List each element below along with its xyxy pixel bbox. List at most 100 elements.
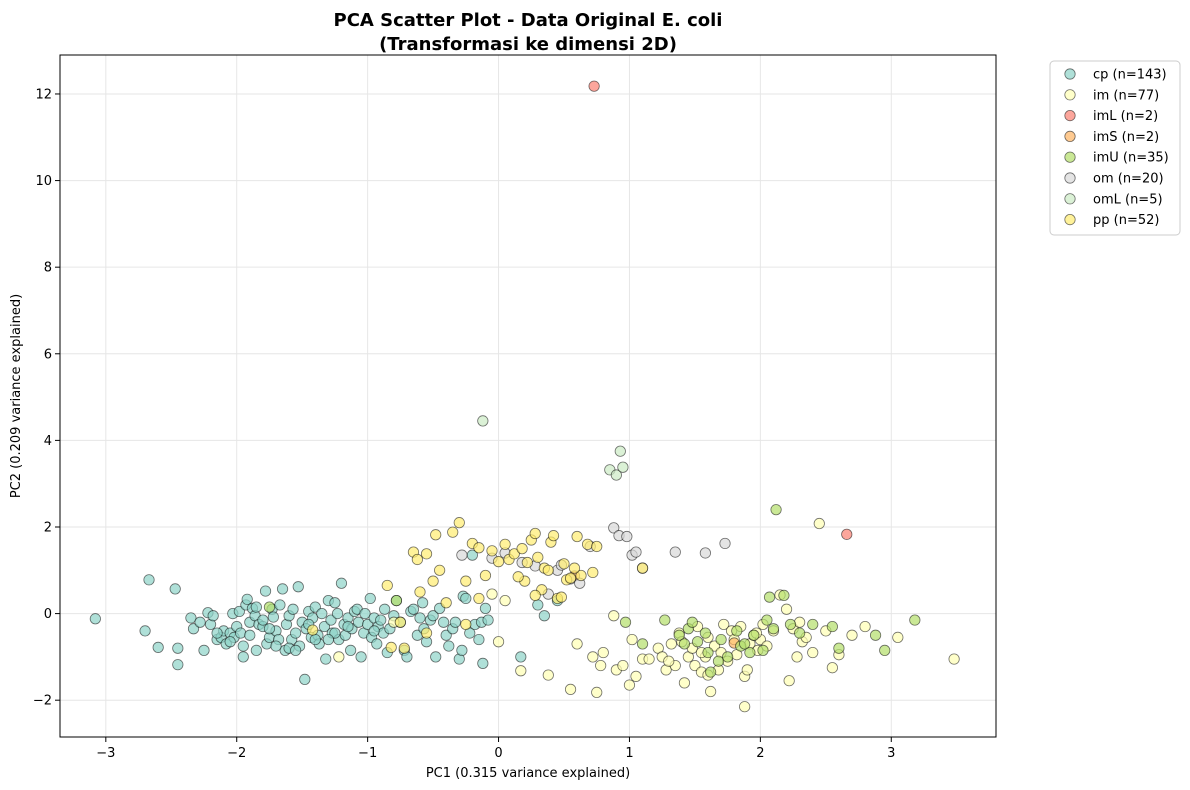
data-point — [643, 653, 655, 665]
legend-marker — [1064, 151, 1076, 163]
data-point — [427, 610, 439, 622]
data-point — [263, 601, 276, 613]
legend-marker — [1064, 130, 1076, 142]
data-point — [499, 538, 511, 550]
series-4 — [263, 504, 921, 678]
data-point — [529, 589, 541, 602]
series-7 — [307, 517, 649, 654]
data-point — [617, 461, 629, 473]
data-point — [587, 566, 599, 579]
data-point — [555, 591, 567, 603]
data-point — [477, 657, 489, 669]
data-point — [440, 597, 452, 609]
data-point — [521, 556, 533, 569]
data-point — [892, 631, 904, 644]
data-point — [678, 677, 691, 689]
data-point — [211, 627, 223, 639]
data-point — [909, 614, 921, 626]
x-tick-label: 3 — [887, 746, 895, 761]
data-point — [587, 651, 599, 663]
data-point — [411, 553, 423, 566]
data-point — [807, 618, 819, 631]
data-point — [619, 616, 632, 628]
data-point — [492, 556, 505, 568]
data-point — [547, 530, 560, 542]
data-point — [564, 572, 577, 584]
data-point — [152, 641, 164, 653]
data-point — [669, 546, 681, 558]
y-axis-label: PC2 (0.209 variance explained) — [9, 294, 24, 498]
data-point — [460, 618, 472, 631]
data-point — [673, 629, 685, 641]
data-point — [352, 616, 365, 628]
data-point — [859, 620, 871, 633]
data-point — [398, 642, 410, 654]
data-point — [516, 543, 528, 555]
data-point — [414, 586, 426, 598]
data-point — [331, 607, 344, 620]
data-point — [699, 547, 711, 559]
data-point — [244, 629, 256, 641]
data-point — [309, 633, 321, 646]
data-point — [705, 685, 717, 698]
data-point — [591, 540, 603, 553]
data-point — [783, 675, 795, 687]
data-point — [235, 627, 247, 639]
data-point — [430, 651, 442, 663]
data-point — [597, 646, 609, 659]
data-point — [390, 594, 403, 607]
data-point — [89, 613, 101, 625]
data-point — [335, 577, 348, 589]
data-point — [699, 627, 711, 639]
legend-label: imL (n=2) — [1093, 109, 1158, 124]
data-point — [241, 593, 253, 605]
legend-label: pp (n=52) — [1093, 213, 1159, 228]
data-point — [869, 629, 882, 641]
data-point — [473, 633, 485, 646]
data-point — [595, 659, 607, 672]
data-point — [299, 673, 311, 686]
data-point — [529, 527, 541, 540]
data-point — [515, 665, 527, 677]
data-point — [767, 623, 780, 635]
data-point — [456, 644, 468, 656]
data-point — [610, 469, 622, 481]
legend-marker — [1064, 68, 1076, 80]
data-point — [630, 670, 642, 682]
data-point — [568, 562, 581, 574]
data-point — [741, 664, 753, 676]
legend-marker — [1064, 193, 1076, 205]
data-point — [486, 545, 498, 557]
data-point — [719, 537, 731, 550]
data-point — [368, 625, 380, 637]
data-point — [833, 642, 845, 654]
data-point — [718, 618, 730, 631]
data-point — [322, 633, 334, 646]
data-point — [385, 641, 397, 653]
data-point — [691, 636, 704, 648]
data-point — [477, 415, 489, 427]
data-point — [826, 662, 838, 674]
data-point — [879, 644, 891, 656]
y-tick-label: 10 — [35, 174, 52, 189]
data-point — [571, 530, 583, 543]
data-point — [143, 574, 155, 586]
series-0 — [89, 549, 564, 686]
legend-label: omL (n=5) — [1093, 192, 1163, 207]
data-point — [453, 517, 465, 529]
data-point — [379, 603, 391, 615]
data-point — [364, 592, 376, 605]
data-point — [739, 638, 751, 650]
data-point — [617, 659, 629, 672]
data-point — [686, 616, 698, 628]
data-point — [250, 601, 262, 613]
data-point — [420, 548, 433, 560]
data-point — [345, 644, 357, 656]
data-point — [499, 594, 511, 607]
data-point — [630, 546, 642, 558]
data-point — [636, 562, 649, 574]
data-point — [621, 530, 633, 543]
data-point — [784, 618, 797, 631]
